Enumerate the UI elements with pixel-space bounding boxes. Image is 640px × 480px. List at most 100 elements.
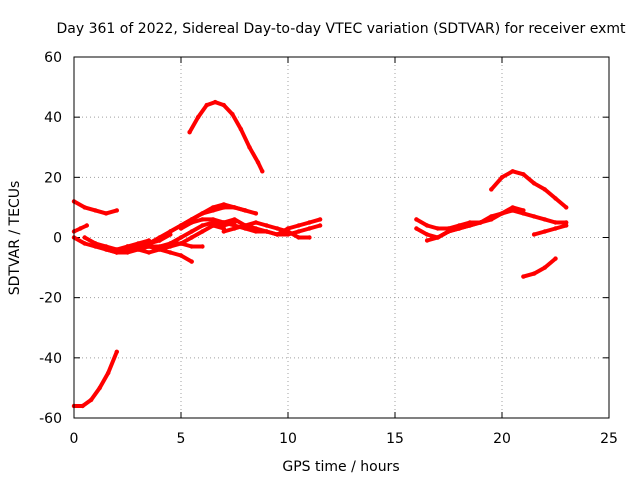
data-point (178, 226, 184, 231)
data-point (136, 244, 141, 249)
y-tick-label: 20 (44, 170, 62, 186)
grid (74, 57, 609, 418)
data-point (200, 223, 205, 228)
data-point (317, 223, 323, 228)
data-point (200, 211, 205, 216)
data-point (230, 112, 235, 117)
y-tick-label: 0 (53, 231, 62, 247)
data-point (195, 115, 201, 120)
data-point (232, 205, 237, 210)
data-point (521, 208, 526, 213)
x-tick-label: 10 (279, 431, 297, 447)
data-point (80, 403, 85, 409)
x-tick-label: 5 (177, 431, 186, 447)
data-point (531, 271, 537, 276)
data-point (146, 250, 152, 255)
data-point (264, 223, 269, 228)
x-tick-labels: 0 5 10 15 20 25 (70, 431, 618, 447)
series-line-arc-21 (521, 256, 558, 279)
data-point (84, 223, 90, 228)
data-point (489, 214, 494, 219)
data-point (317, 217, 323, 222)
data-point (82, 235, 87, 240)
data-point (97, 385, 102, 391)
data-point (168, 250, 173, 255)
series-line-arc-10 (168, 241, 205, 249)
data-point (157, 238, 162, 243)
series-line-arc-20 (532, 223, 569, 237)
data-point (93, 241, 98, 246)
data-point (435, 235, 440, 240)
data-point (88, 397, 94, 403)
x-tick-label: 15 (386, 431, 404, 447)
data-point (82, 241, 87, 246)
data-point (414, 226, 419, 231)
data-point (210, 205, 216, 210)
data-point (189, 259, 194, 264)
y-axis-label: SDTVAR / TECUs (7, 181, 23, 296)
data-point (542, 217, 547, 222)
data-point (168, 241, 173, 246)
data-point (221, 220, 226, 225)
data-point (457, 226, 462, 231)
data-point (424, 223, 430, 228)
data-point (275, 226, 280, 231)
data-point (499, 175, 505, 180)
data-point (553, 226, 558, 231)
data-point (296, 229, 301, 234)
data-point (510, 169, 515, 174)
data-point (157, 247, 162, 252)
x-tick-label: 20 (493, 431, 511, 447)
data-point (232, 226, 237, 231)
y-tick-label: 60 (44, 50, 62, 66)
data-series (71, 99, 569, 409)
y-tick-labels: -60 -40 -20 0 20 40 60 (39, 50, 62, 427)
data-point (189, 235, 194, 240)
data-point (296, 235, 301, 240)
data-point (414, 217, 419, 222)
data-point (446, 229, 451, 234)
series-line-arc-15 (72, 349, 119, 408)
y-tick-label: -60 (39, 411, 62, 427)
series-line-arc-14 (187, 100, 265, 174)
y-tick-label: -20 (39, 291, 62, 307)
data-point (521, 274, 526, 279)
data-point (253, 211, 259, 216)
data-point (564, 223, 569, 228)
plot-frame (73, 56, 610, 419)
data-point (238, 127, 244, 132)
data-point (285, 229, 291, 234)
data-point (232, 217, 237, 222)
y-tick-label: 40 (44, 110, 62, 126)
data-point (467, 223, 473, 228)
data-point (542, 229, 547, 234)
data-point (478, 220, 483, 225)
data-point (114, 349, 120, 354)
data-point (307, 220, 312, 225)
data-point (221, 202, 226, 207)
data-point (253, 226, 259, 231)
x-tick-label: 25 (600, 431, 618, 447)
data-point (125, 247, 130, 252)
data-point (260, 169, 265, 174)
x-tick-label: 0 (70, 431, 79, 447)
data-point (221, 102, 226, 108)
data-point (187, 130, 192, 135)
data-point (253, 220, 259, 225)
data-point (78, 226, 83, 231)
data-point (189, 244, 194, 249)
data-point (200, 217, 205, 222)
data-point (542, 265, 547, 270)
x-axis-label: GPS time / hours (282, 459, 399, 475)
data-point (221, 229, 226, 234)
data-point (106, 370, 111, 376)
chart-title: Day 361 of 2022, Sidereal Day-to-day VTE… (57, 21, 627, 37)
data-point (247, 145, 252, 150)
data-point (542, 187, 547, 192)
data-point (200, 229, 205, 234)
data-point (307, 226, 312, 231)
data-point (146, 244, 152, 249)
data-point (424, 232, 430, 237)
data-point (243, 223, 248, 228)
